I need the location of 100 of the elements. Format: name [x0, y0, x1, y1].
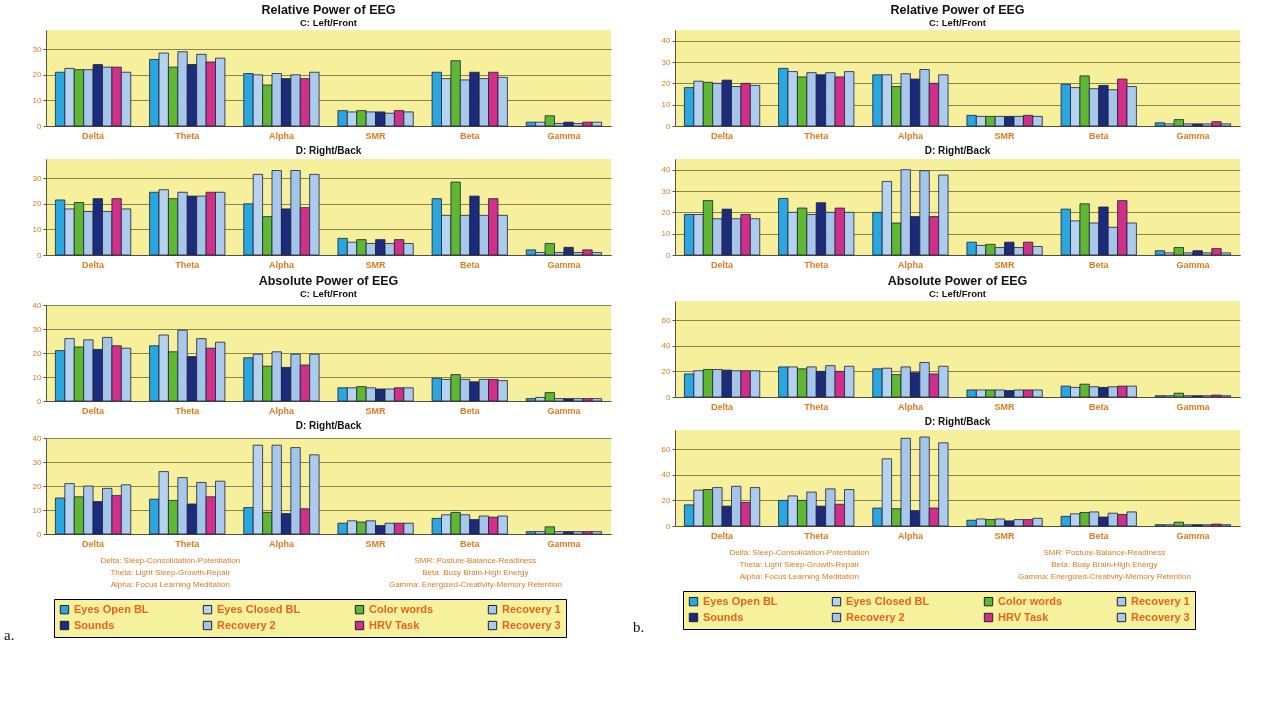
- y-tick-label: 0: [666, 121, 672, 131]
- x-tick-label: Theta: [804, 401, 830, 412]
- y-tick-label: 40: [661, 36, 672, 46]
- chart-title: D: Right/Back: [924, 416, 991, 427]
- chart-subtitle: C: Left/Front: [929, 16, 987, 28]
- x-tick-label: Alpha: [268, 538, 295, 549]
- y-tick-label: 20: [32, 348, 43, 358]
- x-tick-label: Alpha: [268, 405, 295, 416]
- x-tick-label: Delta: [82, 538, 106, 549]
- y-tick-label: 0: [666, 392, 672, 402]
- y-tick-label: 0: [37, 529, 43, 539]
- x-tick-label: Theta: [175, 538, 201, 549]
- y-tick-label: 0: [37, 250, 43, 260]
- chart-title: Relative Power of EEG: [890, 3, 1025, 17]
- y-tick-label: 40: [661, 341, 672, 351]
- y-tick-label: 40: [32, 433, 43, 443]
- x-tick-label: Gamma: [1176, 259, 1211, 270]
- text: Gamma: Energized-Creativity-Memory Retention: [388, 580, 562, 589]
- x-tick-label: Gamma: [547, 405, 582, 416]
- chart-title: D: Right/Back: [295, 420, 362, 431]
- x-tick-label: SMR: [994, 130, 1016, 141]
- chart-title: D: Right/Back: [924, 145, 991, 156]
- x-tick-label: Beta: [1088, 401, 1110, 412]
- x-tick-label: Alpha: [268, 259, 295, 270]
- legend-label: Color words: [998, 594, 1063, 607]
- legend-label: Sounds: [703, 610, 744, 623]
- chart-title: D: Right/Back: [295, 145, 362, 156]
- text: Beta: Busy Brain-High Energy: [422, 568, 529, 577]
- y-tick-label: 30: [661, 186, 672, 196]
- x-tick-label: Alpha: [897, 530, 924, 541]
- x-tick-label: Beta: [1088, 530, 1110, 541]
- x-tick-label: Gamma: [1176, 530, 1211, 541]
- x-tick-label: SMR: [994, 401, 1016, 412]
- x-tick-label: SMR: [365, 405, 387, 416]
- text: Theta: Light Sleep-Growth-Repair: [110, 568, 231, 577]
- x-tick-label: Gamma: [547, 259, 582, 270]
- x-tick-label: SMR: [994, 530, 1016, 541]
- x-tick-label: Gamma: [547, 130, 582, 141]
- x-tick-label: SMR: [994, 259, 1016, 270]
- y-tick-label: 20: [661, 366, 672, 376]
- legend-label: Recovery 3: [1131, 610, 1190, 623]
- y-tick-label: 30: [32, 457, 43, 467]
- chart-subtitle: C: Left/Front: [300, 16, 358, 28]
- legend-label: Recovery 1: [502, 602, 561, 615]
- text: Alpha: Focus Learning Meditation: [110, 580, 230, 589]
- y-tick-label: 20: [661, 495, 672, 505]
- text: b.: [633, 619, 645, 635]
- text: SMR: Posture-Balance-Readiness: [414, 556, 537, 565]
- y-tick-label: 0: [666, 521, 672, 531]
- x-tick-label: Alpha: [897, 259, 924, 270]
- x-tick-label: Theta: [804, 530, 830, 541]
- x-tick-label: Delta: [711, 401, 735, 412]
- text: Theta: Light Sleep-Growth-Repair: [739, 560, 860, 569]
- x-tick-label: Beta: [459, 538, 481, 549]
- text: Alpha: Focus Learning Meditation: [739, 572, 859, 581]
- x-tick-label: Beta: [1088, 130, 1110, 141]
- legend-label: Recovery 1: [1131, 594, 1190, 607]
- x-tick-label: Theta: [175, 130, 201, 141]
- x-tick-label: Theta: [175, 405, 201, 416]
- y-tick-label: 20: [661, 78, 672, 88]
- text: a.: [4, 627, 15, 643]
- y-tick-label: 40: [661, 165, 672, 175]
- x-tick-label: Beta: [1088, 259, 1110, 270]
- y-tick-label: 0: [37, 121, 43, 131]
- y-tick-label: 10: [32, 372, 43, 382]
- y-tick-label: 20: [32, 199, 43, 209]
- legend-label: Recovery 2: [217, 618, 276, 631]
- chart-subtitle: C: Left/Front: [300, 287, 358, 299]
- x-tick-label: Delta: [82, 405, 106, 416]
- legend-label: HRV Task: [998, 610, 1050, 623]
- y-tick-label: 20: [32, 70, 43, 80]
- x-tick-label: Delta: [82, 259, 106, 270]
- legend-label: Eyes Closed BL: [846, 594, 930, 607]
- x-tick-label: Alpha: [897, 130, 924, 141]
- legend-label: Eyes Open BL: [703, 594, 778, 607]
- x-tick-label: Gamma: [547, 538, 582, 549]
- legend-label: Recovery 2: [846, 610, 905, 623]
- y-tick-label: 30: [32, 44, 43, 54]
- y-tick-label: 30: [661, 57, 672, 67]
- chart-title: Absolute Power of EEG: [258, 274, 399, 288]
- y-tick-label: 40: [32, 300, 43, 310]
- x-tick-label: Delta: [711, 130, 735, 141]
- y-tick-label: 10: [32, 224, 43, 234]
- legend-label: Sounds: [74, 618, 115, 631]
- x-tick-label: Gamma: [1176, 130, 1211, 141]
- y-tick-label: 30: [32, 173, 43, 183]
- x-tick-label: Delta: [711, 259, 735, 270]
- legend-label: Recovery 3: [502, 618, 561, 631]
- legend-label: HRV Task: [369, 618, 421, 631]
- y-tick-label: 40: [661, 470, 672, 480]
- y-tick-label: 10: [661, 100, 672, 110]
- chart-subtitle: C: Left/Front: [929, 287, 987, 299]
- y-tick-label: 10: [32, 95, 43, 105]
- y-tick-label: 10: [661, 229, 672, 239]
- x-tick-label: Theta: [804, 259, 830, 270]
- x-tick-label: Delta: [82, 130, 106, 141]
- legend-label: Color words: [369, 602, 434, 615]
- text: Delta: Sleep-Consolidation-Potentiation: [100, 556, 241, 565]
- y-tick-label: 60: [661, 315, 672, 325]
- x-tick-label: Theta: [175, 259, 201, 270]
